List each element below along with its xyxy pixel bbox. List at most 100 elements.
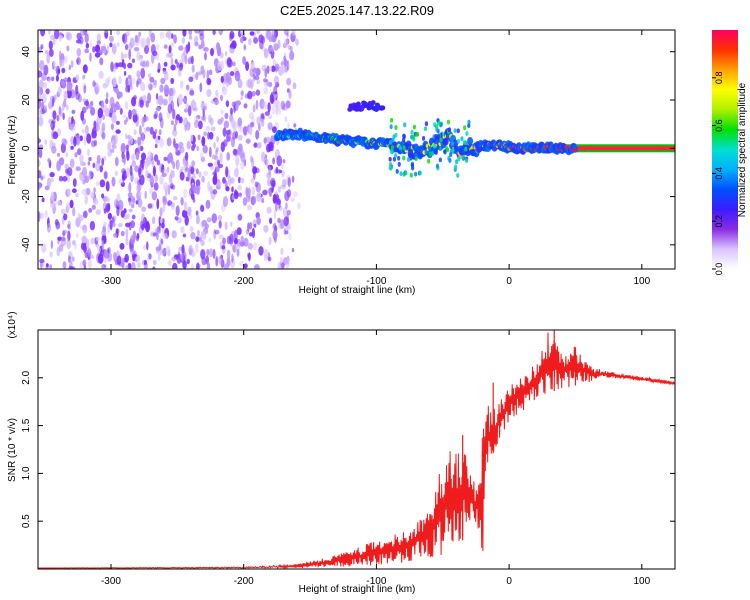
noise-blob (198, 30, 204, 36)
noise-blob (240, 30, 245, 35)
noise-blob (233, 229, 238, 241)
noise-blob (38, 159, 41, 167)
noise-blob (126, 167, 130, 178)
noise-blob (44, 210, 48, 218)
noise-blob (280, 184, 286, 190)
ridge-scatter (434, 134, 438, 139)
noise-blob (184, 215, 189, 226)
ridge-scatter (437, 120, 441, 126)
noise-blob (250, 61, 255, 70)
noise-blob (135, 151, 140, 161)
noise-blob (101, 157, 105, 166)
noise-blob (43, 64, 49, 76)
noise-blob (217, 118, 223, 125)
ridge-scatter (436, 145, 440, 150)
noise-blob (195, 236, 200, 243)
noise-blob (267, 102, 271, 113)
noise-blob (144, 190, 147, 200)
noise-blob (258, 123, 261, 132)
noise-blob (82, 74, 86, 80)
noise-blob (60, 208, 66, 215)
noise-blob (46, 263, 49, 268)
noise-blob (132, 113, 138, 123)
noise-blob (196, 145, 200, 152)
ridge-scatter (464, 158, 469, 164)
colorbar-label: Normalized spectral amplitude (737, 82, 748, 217)
noise-blob (161, 164, 165, 175)
noise-blob (85, 175, 90, 184)
noise-blob (176, 160, 180, 171)
noise-blob (192, 197, 196, 203)
noise-blob (63, 90, 68, 101)
noise-blob (62, 176, 68, 182)
noise-blob (159, 174, 164, 185)
noise-blob (90, 191, 95, 199)
noise-blob (80, 110, 85, 122)
noise-blob (116, 30, 121, 36)
noise-blob (152, 259, 157, 266)
noise-blob (170, 77, 175, 85)
noise-blob (233, 189, 238, 200)
ridge-scatter (388, 165, 392, 171)
noise-blob (211, 213, 218, 224)
noise-blob (261, 197, 265, 204)
noise-blob (285, 258, 290, 269)
noise-blob (56, 114, 60, 122)
noise-blob (145, 221, 150, 233)
noise-blob (168, 259, 172, 266)
noise-blob (55, 221, 61, 230)
noise-blob (169, 177, 173, 187)
noise-blob (112, 77, 117, 88)
noise-blob (281, 262, 285, 269)
noise-blob (89, 220, 96, 231)
noise-blob (262, 189, 268, 196)
noise-blob (170, 33, 174, 39)
ridge-scatter (428, 151, 433, 157)
noise-blob (214, 229, 220, 235)
noise-blob (289, 45, 293, 52)
noise-blob (107, 212, 113, 220)
ridge-scatter (402, 133, 406, 139)
noise-blob (224, 112, 229, 120)
noise-blob (72, 178, 77, 188)
noise-blob (229, 47, 235, 54)
noise-blob (72, 188, 77, 193)
noise-blob (214, 155, 219, 161)
noise-blob (286, 189, 292, 198)
ridge-scatter (415, 131, 419, 137)
ridge-scatter (427, 158, 431, 164)
noise-blob (58, 34, 64, 40)
noise-blob (89, 39, 93, 48)
noise-blob (185, 84, 190, 91)
noise-blob (126, 30, 131, 35)
noise-blob (69, 199, 74, 209)
noise-blob (141, 37, 147, 49)
noise-blob (291, 247, 295, 253)
noise-blob (201, 175, 205, 183)
noise-blob (232, 131, 237, 140)
noise-blob (59, 58, 62, 68)
ridge-scatter (411, 134, 415, 140)
snr-ytick-label: 2.0 (21, 370, 32, 384)
noise-blob (44, 139, 48, 145)
noise-blob (103, 249, 109, 259)
noise-blob (91, 130, 97, 139)
noise-blob (252, 67, 257, 73)
noise-blob (193, 185, 200, 194)
noise-blob (202, 105, 207, 111)
noise-blob (180, 226, 185, 234)
noise-blob (182, 30, 187, 37)
noise-blob (284, 116, 288, 123)
noise-blob (191, 144, 195, 151)
noise-blob (234, 70, 241, 82)
noise-blob (263, 137, 267, 144)
ridge-core (573, 147, 578, 153)
noise-blob (272, 193, 277, 204)
noise-blob (266, 206, 272, 214)
noise-blob (140, 82, 146, 92)
noise-blob (207, 162, 213, 167)
noise-blob (76, 232, 79, 238)
noise-blob (103, 104, 108, 113)
noise-blob (270, 177, 276, 187)
noise-blob (107, 252, 113, 262)
